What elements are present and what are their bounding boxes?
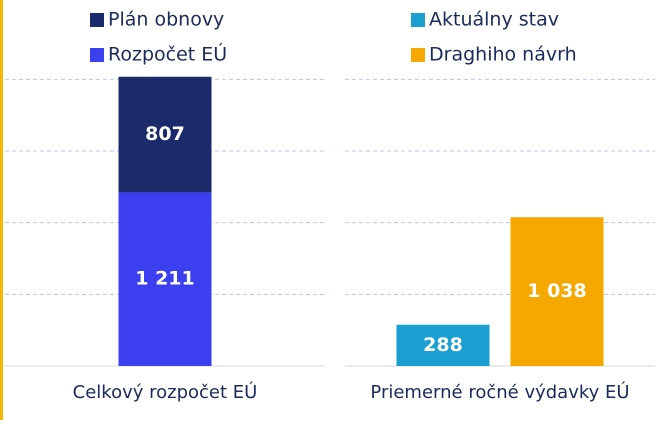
- legend-label: Plán obnovy: [108, 9, 224, 31]
- legend-swatch: [411, 13, 425, 27]
- category-label: Celkový rozpočet EÚ: [72, 382, 258, 403]
- bar-segment: [118, 76, 212, 193]
- legend-label: Draghiho návrh: [429, 44, 577, 66]
- accent-bar: [0, 0, 3, 420]
- data-label: 1 211: [135, 268, 195, 290]
- legend-swatch: [411, 48, 425, 62]
- data-label: 807: [145, 123, 185, 145]
- bar: [396, 324, 490, 366]
- data-label: 1 038: [527, 280, 587, 302]
- legend-swatch: [90, 13, 104, 27]
- category-label: Priemerné ročné výdavky EÚ: [370, 382, 630, 403]
- data-label: 288: [423, 334, 463, 356]
- bar-segment: [118, 192, 212, 366]
- legend-label: Aktuálny stav: [429, 9, 559, 31]
- legend-swatch: [90, 48, 104, 62]
- bar: [510, 217, 604, 366]
- legend-label: Rozpočet EÚ: [108, 42, 227, 66]
